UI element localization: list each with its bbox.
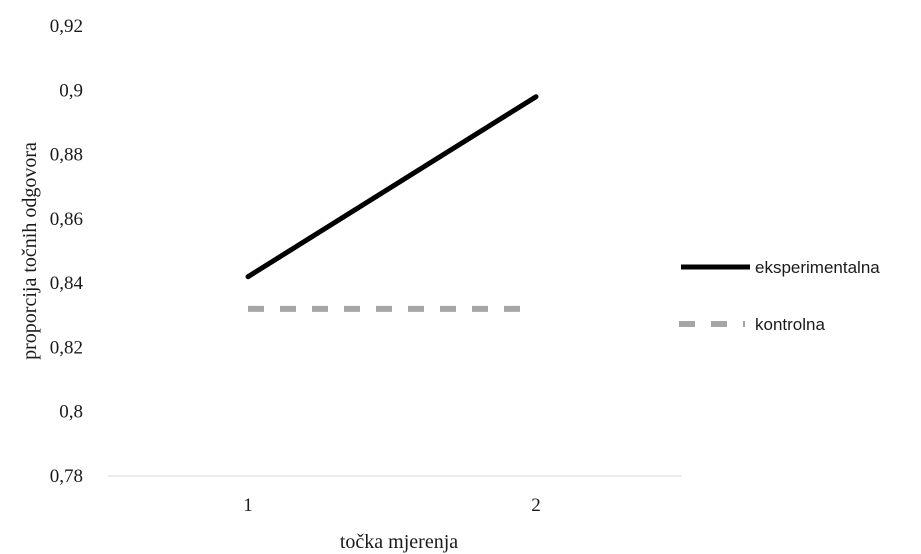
legend: eksperimentalna kontrolna: [679, 258, 880, 334]
series-line-eksperimentalna: [245, 94, 539, 280]
y-tick-label: 0,84: [50, 273, 84, 294]
y-tick-label: 0,9: [59, 80, 83, 101]
plot-series: [245, 94, 539, 312]
y-tick-label: 0,86: [50, 209, 83, 230]
y-tick-label: 0,88: [50, 145, 83, 166]
y-axis-title: proporcija točnih odgovora: [19, 142, 41, 360]
x-axis-title: točka mjerenja: [340, 531, 458, 553]
y-tick-label: 0,82: [50, 337, 83, 358]
y-axis-ticks: 0,78 0,8 0,82 0,84 0,86 0,88 0,9 0,92: [50, 16, 84, 487]
y-tick-label: 0,92: [50, 16, 83, 37]
legend-label: kontrolna: [755, 315, 825, 334]
legend-label: eksperimentalna: [755, 258, 880, 277]
x-tick-label: 1: [243, 495, 253, 516]
y-tick-label: 0,8: [59, 402, 83, 423]
y-tick-label: 0,78: [50, 466, 83, 487]
x-tick-label: 2: [531, 495, 541, 516]
